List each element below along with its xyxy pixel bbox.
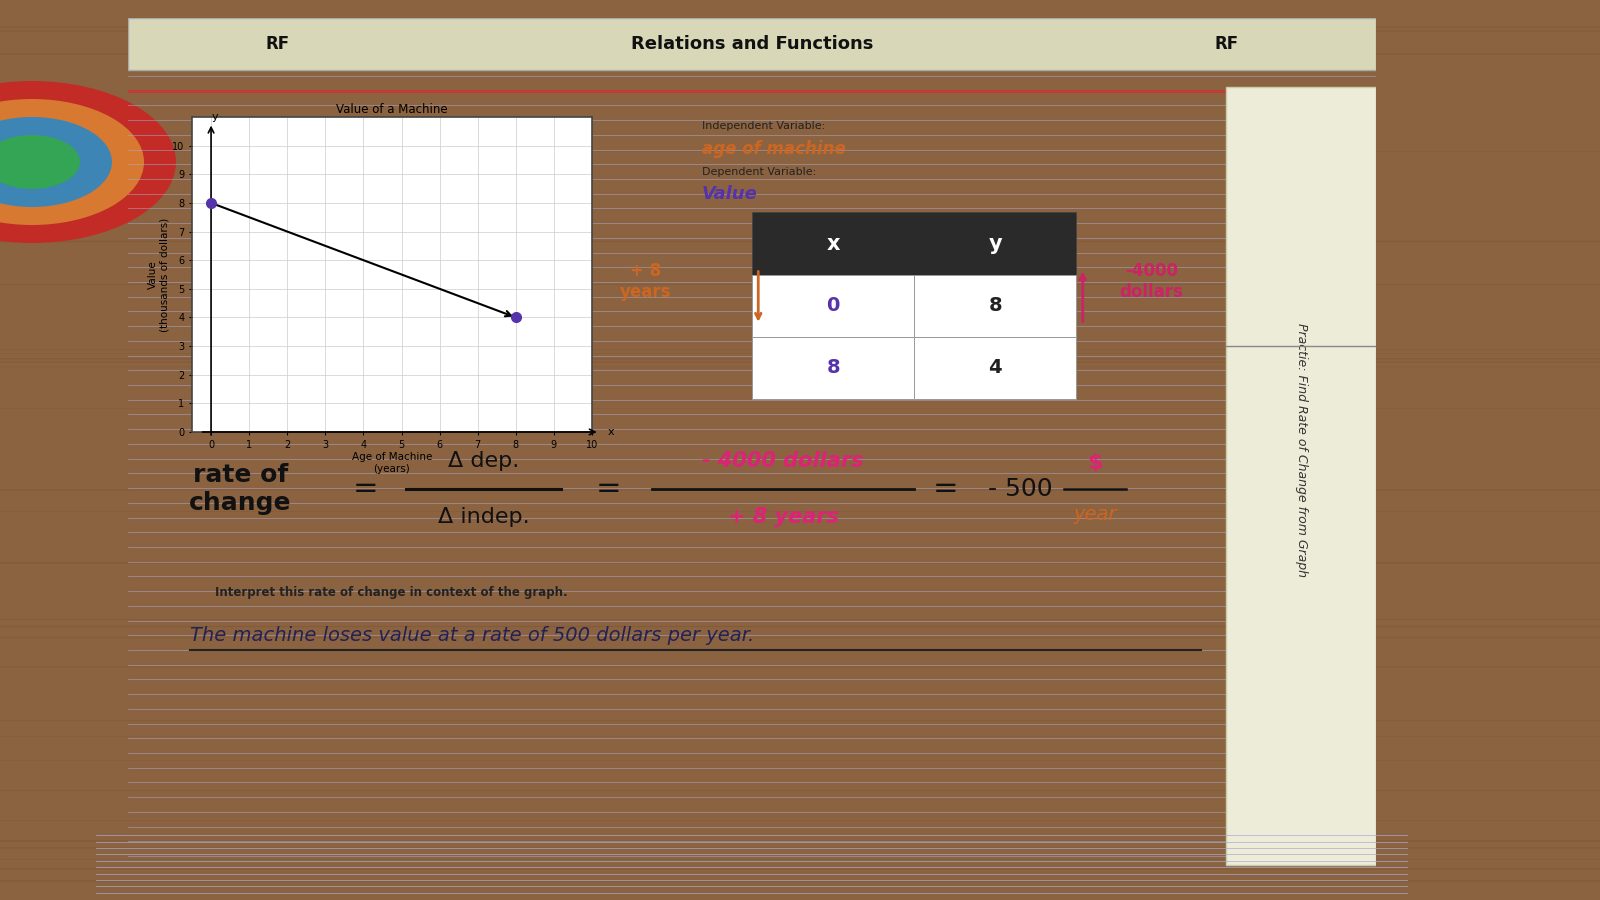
Circle shape xyxy=(0,81,176,243)
FancyBboxPatch shape xyxy=(914,337,1077,399)
Circle shape xyxy=(0,135,80,189)
Title: Value of a Machine: Value of a Machine xyxy=(336,103,448,116)
Text: Interpret this rate of change in context of the graph.: Interpret this rate of change in context… xyxy=(216,586,568,599)
Text: $: $ xyxy=(1088,453,1102,473)
Text: Practie: Find Rate of Change from Graph: Practie: Find Rate of Change from Graph xyxy=(1294,323,1307,577)
Text: + 8 years: + 8 years xyxy=(728,508,838,527)
FancyBboxPatch shape xyxy=(914,274,1077,337)
FancyBboxPatch shape xyxy=(752,337,914,399)
Text: Dependent Variable:: Dependent Variable: xyxy=(702,166,816,176)
Circle shape xyxy=(0,99,144,225)
Text: - 4000 dollars: - 4000 dollars xyxy=(702,451,864,472)
FancyBboxPatch shape xyxy=(1226,87,1376,865)
Text: rate of
change: rate of change xyxy=(189,463,291,515)
Text: =: = xyxy=(933,474,958,503)
Text: y: y xyxy=(211,112,218,122)
Circle shape xyxy=(0,117,112,207)
Text: x: x xyxy=(608,427,614,437)
Text: age of machine: age of machine xyxy=(702,140,846,158)
Text: y: y xyxy=(989,233,1002,254)
Text: Δ indep.: Δ indep. xyxy=(438,508,530,527)
Text: Relations and Functions: Relations and Functions xyxy=(630,35,874,53)
FancyBboxPatch shape xyxy=(128,18,1376,70)
Text: The machine loses value at a rate of 500 dollars per year.: The machine loses value at a rate of 500… xyxy=(190,626,755,645)
Text: 8: 8 xyxy=(826,358,840,377)
Text: =: = xyxy=(595,474,621,503)
Text: =: = xyxy=(352,474,378,503)
FancyBboxPatch shape xyxy=(752,212,1077,274)
Text: Independent Variable:: Independent Variable: xyxy=(702,121,826,131)
Text: x: x xyxy=(826,233,840,254)
Text: + 8
years: + 8 years xyxy=(621,262,672,301)
Text: - 500: - 500 xyxy=(989,477,1053,501)
Text: Value: Value xyxy=(702,185,758,203)
Text: 0: 0 xyxy=(827,296,840,315)
X-axis label: Age of Machine
(years): Age of Machine (years) xyxy=(352,453,432,474)
Text: 4: 4 xyxy=(989,358,1002,377)
Text: Δ dep.: Δ dep. xyxy=(448,451,520,472)
FancyBboxPatch shape xyxy=(752,274,914,337)
Text: RF: RF xyxy=(1214,35,1238,53)
Text: -4000
dollars: -4000 dollars xyxy=(1120,262,1184,301)
Text: 8: 8 xyxy=(989,296,1002,315)
Text: year: year xyxy=(1074,505,1117,525)
Text: RF: RF xyxy=(266,35,290,53)
Y-axis label: Value
(thousands of dollars): Value (thousands of dollars) xyxy=(147,218,170,331)
